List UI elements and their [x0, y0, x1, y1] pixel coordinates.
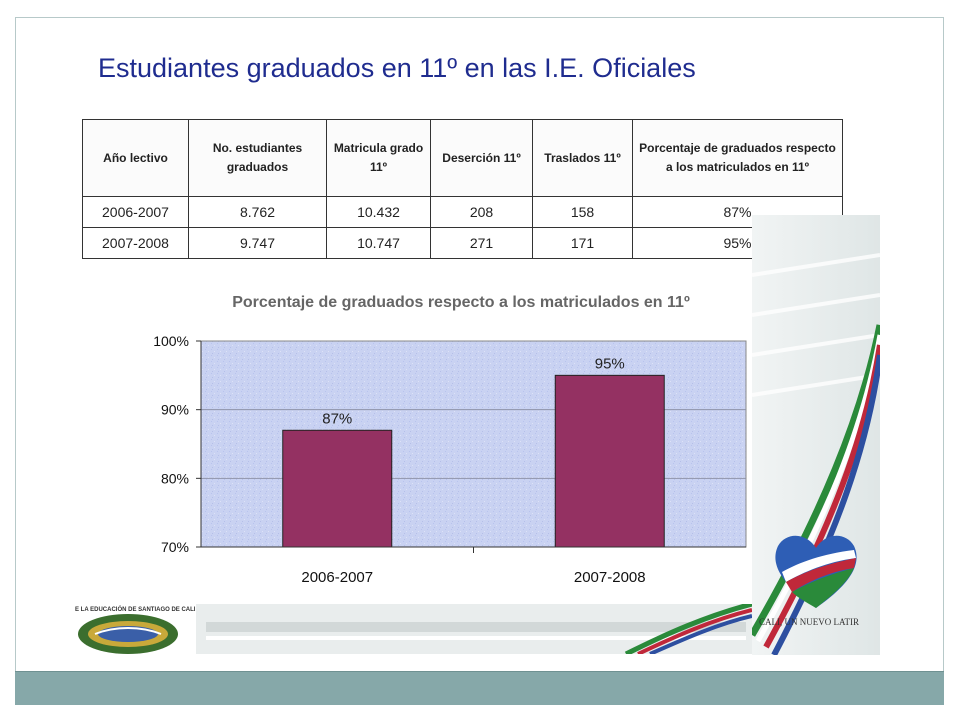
header-matricula: Matricula grado 11º [326, 119, 431, 197]
education-emblem-icon [78, 614, 178, 654]
x-tick-label: 2007-2008 [574, 569, 646, 586]
x-tick-label: 2006-2007 [301, 569, 373, 586]
data-label: 95% [595, 355, 625, 372]
table-cell: 2006-2007 [82, 196, 189, 228]
logo-caption: CALI, UN NUEVO LATIR [759, 617, 859, 627]
bar [282, 429, 393, 548]
y-tick-label: 100% [153, 333, 189, 349]
chart-title: Porcentaje de graduados respecto a los m… [232, 294, 690, 311]
table-cell: 10.747 [326, 227, 431, 259]
decorative-strip [196, 604, 752, 654]
header-ano-lectivo: Año lectivo [82, 119, 189, 197]
header-estudiantes-graduados: No. estudiantes graduados [188, 119, 327, 197]
data-table: Año lectivo No. estudiantes graduados Ma… [82, 119, 843, 259]
header-traslados: Traslados 11º [532, 119, 633, 197]
y-tick-label: 70% [161, 539, 189, 555]
table-cell: 87% [632, 196, 843, 228]
footer-bar [15, 671, 944, 705]
slide-title: Estudiantes graduados en 11º en las I.E.… [98, 53, 696, 83]
table-cell: 171 [532, 227, 633, 259]
emblem-text: E LA EDUCACIÓN DE SANTIAGO DE CALI [75, 607, 196, 613]
table-cell: 158 [532, 196, 633, 228]
table-cell: 2007-2008 [82, 227, 189, 259]
header-desercion: Deserción 11º [430, 119, 533, 197]
table-cell: 208 [430, 196, 533, 228]
bar-chart: Porcentaje de graduados respecto a los m… [153, 294, 747, 586]
heart-logo-icon [775, 535, 857, 608]
table-header-row: Año lectivo No. estudiantes graduados Ma… [82, 119, 843, 197]
bar [554, 374, 665, 548]
data-label: 87% [322, 410, 352, 427]
y-tick-label: 80% [161, 470, 189, 486]
table-cell: 8.762 [188, 196, 327, 228]
table-row: 2007-2008 9.747 10.747 271 171 95% [82, 227, 843, 259]
y-tick-label: 90% [161, 402, 189, 418]
table-row: 2006-2007 8.762 10.432 208 158 87% [82, 196, 843, 228]
table-cell: 9.747 [188, 227, 327, 259]
chart-panel: Porcentaje de graduados respecto a los m… [120, 282, 752, 604]
table-cell: 271 [430, 227, 533, 259]
header-porcentaje: Porcentaje de graduados respecto a los m… [632, 119, 843, 197]
table-cell: 10.432 [326, 196, 431, 228]
